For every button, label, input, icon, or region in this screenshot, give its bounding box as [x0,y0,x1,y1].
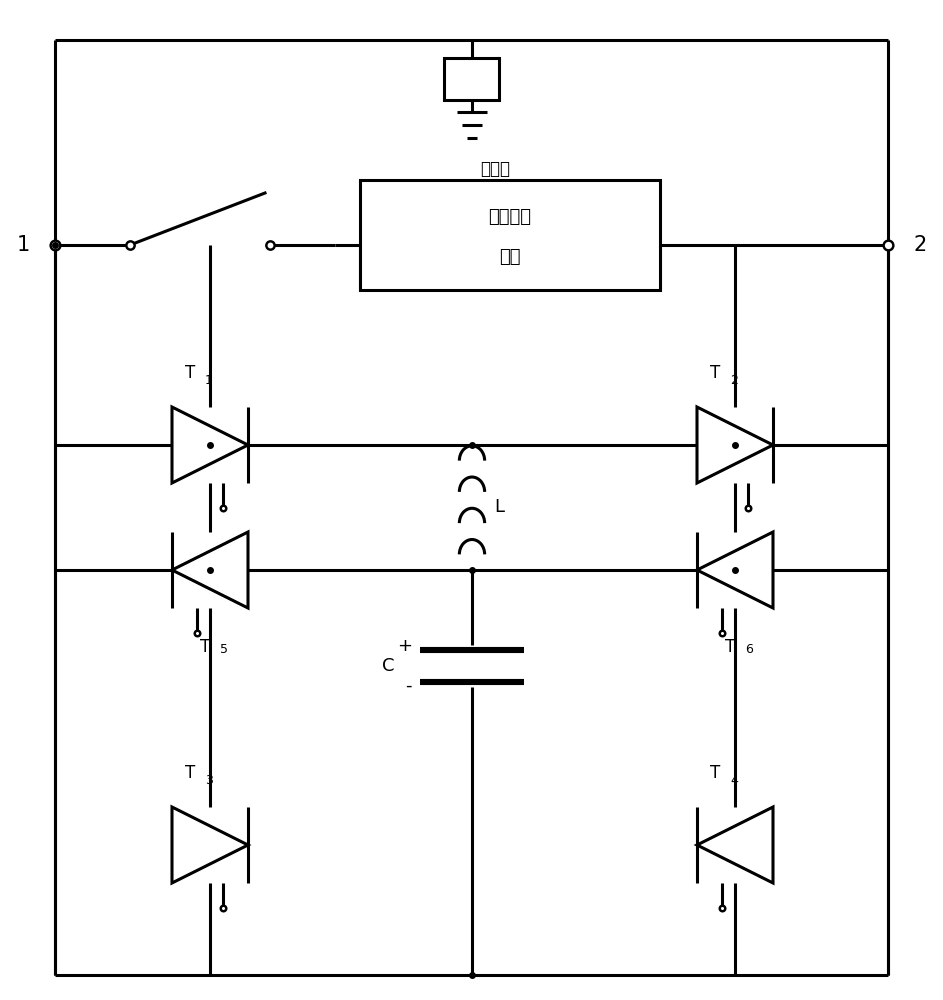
Bar [444,58,500,100]
Text: 1: 1 [16,235,29,255]
Text: 2: 2 [730,374,737,387]
Text: T: T [185,764,195,782]
Polygon shape [172,532,248,608]
Text: -: - [405,677,412,695]
Bar [360,180,660,290]
Text: C: C [383,657,395,675]
Text: T: T [710,764,720,782]
Polygon shape [697,407,773,483]
Text: 3: 3 [205,774,213,787]
Text: 6: 6 [745,643,753,656]
Polygon shape [697,532,773,608]
Text: 1: 1 [205,374,213,387]
Text: L: L [494,498,504,516]
Polygon shape [172,407,248,483]
Text: T: T [200,638,210,656]
Polygon shape [697,807,773,883]
Text: 2: 2 [914,235,927,255]
Text: 避雷器: 避雷器 [480,160,510,178]
Polygon shape [172,807,248,883]
Text: T: T [710,364,720,382]
Text: T: T [185,364,195,382]
Text: 4: 4 [730,774,737,787]
Text: T: T [725,638,735,656]
Text: 电流转移: 电流转移 [488,208,532,226]
Text: 5: 5 [220,643,228,656]
Text: +: + [397,637,412,655]
Text: 模块: 模块 [499,248,521,266]
